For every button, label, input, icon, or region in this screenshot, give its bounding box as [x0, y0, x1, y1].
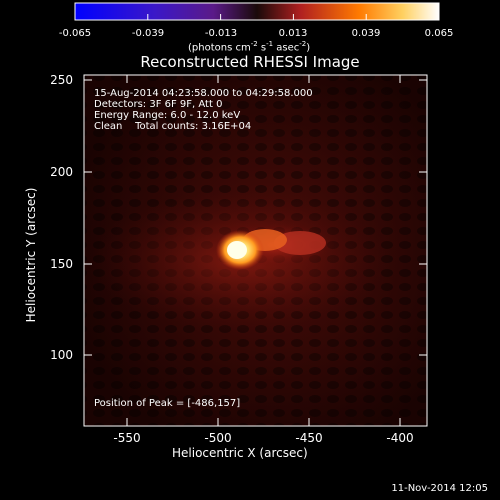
info-counts: Clean Total counts: 3.16E+04 — [94, 121, 252, 132]
colorbar-units: (photons cm-2 s-1 asec-2) — [188, 40, 311, 54]
axis-ticks — [84, 75, 427, 426]
colorbar-tick: -0.013 — [204, 28, 238, 39]
y-tick: 200 — [50, 165, 73, 179]
info-detectors: Detectors: 3F 6F 9F, Att 0 — [94, 99, 223, 110]
colorbar-tick: -0.065 — [58, 28, 92, 39]
plot-title: Reconstructed RHESSI Image — [140, 53, 360, 71]
y-axis-label: Heliocentric Y (arcsec) — [24, 187, 38, 323]
x-tick: -400 — [386, 431, 414, 445]
colorbar — [74, 2, 440, 21]
colorbar-ticks — [74, 14, 440, 20]
y-tick: 250 — [50, 73, 73, 87]
colorbar-tick: -0.039 — [131, 28, 165, 39]
colorbar-tick: 0.065 — [424, 28, 454, 39]
colorbar-tick: 0.013 — [278, 28, 308, 39]
x-tick: -500 — [204, 431, 232, 445]
info-energy-range: Energy Range: 6.0 - 12.0 keV — [94, 110, 241, 121]
x-tick: -550 — [113, 431, 141, 445]
x-axis-label: Heliocentric X (arcsec) — [172, 446, 308, 460]
x-tick: -450 — [295, 431, 323, 445]
plot-frame — [83, 74, 428, 427]
peak-position: Position of Peak = [-486,157] — [94, 398, 241, 409]
flare-image — [84, 75, 427, 426]
footer-timestamp: 11-Nov-2014 12:05 — [391, 483, 488, 494]
y-tick: 150 — [50, 257, 73, 271]
y-tick: 100 — [50, 348, 73, 362]
colorbar-tick: 0.039 — [351, 28, 381, 39]
info-time-range: 15-Aug-2014 04:23:58.000 to 04:29:58.000 — [94, 88, 313, 99]
